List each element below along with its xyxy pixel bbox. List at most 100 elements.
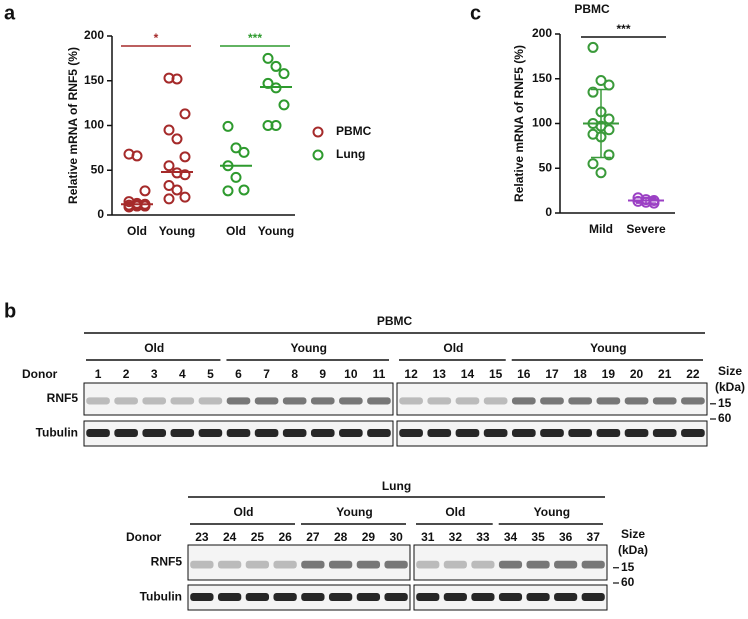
y-tick-label: 200	[84, 28, 104, 42]
panel-letter: b	[4, 300, 16, 322]
blot-band	[339, 397, 363, 405]
data-point	[230, 171, 242, 183]
row-label: Tubulin	[36, 426, 78, 440]
blot-band	[652, 429, 677, 437]
blot-band	[652, 397, 677, 405]
significance-label: *	[154, 31, 159, 45]
donor-number: 5	[207, 367, 214, 381]
blot-band	[254, 429, 279, 437]
blot-band	[273, 560, 297, 569]
data-point	[171, 184, 183, 196]
blot-band	[443, 593, 467, 601]
blot-band	[367, 397, 391, 405]
x-tick-label: Severe	[626, 222, 666, 236]
group-label: Young	[590, 341, 626, 355]
data-point	[179, 169, 191, 181]
donor-number: 13	[433, 367, 447, 381]
blot-band	[198, 397, 223, 405]
blot-band	[86, 429, 110, 437]
chart-title: PBMC	[574, 2, 610, 16]
blot-band	[681, 429, 705, 437]
x-tick-label: Young	[159, 224, 195, 238]
data-point	[278, 68, 290, 80]
data-point	[603, 113, 615, 125]
x-tick-label: Old	[127, 224, 147, 238]
donor-number: 25	[251, 530, 265, 544]
data-point	[595, 131, 607, 143]
data-point	[230, 142, 242, 154]
donor-number: 14	[461, 367, 475, 381]
data-point	[238, 146, 250, 158]
significance-label: ***	[248, 31, 262, 45]
y-tick-label: 100	[532, 116, 552, 130]
blot-band	[190, 593, 214, 601]
group-label: Old	[445, 505, 465, 519]
blot-band	[443, 560, 467, 569]
blot-band	[681, 397, 705, 405]
donor-number: 23	[195, 530, 209, 544]
y-tick-label: 150	[532, 71, 552, 85]
blot-band	[554, 593, 578, 601]
donor-number: 2	[123, 367, 130, 381]
blot-title: Lung	[382, 479, 411, 493]
donor-number: 9	[319, 367, 326, 381]
blot-band	[301, 593, 325, 601]
blot-band	[416, 560, 440, 569]
blot-band	[328, 560, 353, 569]
blot-band	[282, 429, 307, 437]
blot-band	[356, 593, 381, 601]
data-point	[171, 133, 183, 145]
blot-band	[511, 429, 536, 437]
blot-band	[455, 429, 480, 437]
data-point	[179, 191, 191, 203]
blot-band	[356, 560, 381, 569]
blot-band	[273, 593, 297, 601]
y-tick-label: 100	[84, 118, 104, 132]
donor-number: 1	[95, 367, 102, 381]
size-label: Size	[718, 364, 742, 378]
data-point	[262, 52, 274, 64]
data-point	[270, 120, 282, 131]
panel-letter: a	[4, 2, 16, 24]
blot-band	[245, 560, 270, 569]
data-point	[270, 60, 282, 72]
y-tick-label: 0	[97, 207, 104, 221]
blot-band	[310, 429, 335, 437]
donor-number: 11	[373, 367, 386, 381]
blot-band	[568, 429, 593, 437]
donor-number: 16	[517, 367, 531, 381]
donor-number: 18	[574, 367, 588, 381]
data-point	[131, 150, 143, 162]
blot-band	[498, 560, 523, 569]
group-label: Young	[336, 505, 372, 519]
blot-band	[310, 397, 335, 405]
donor-label: Donor	[22, 367, 58, 381]
blot-band	[624, 397, 649, 405]
donor-number: 3	[151, 367, 158, 381]
donor-number: 36	[559, 530, 573, 544]
x-tick-label: Mild	[589, 222, 613, 236]
data-point	[587, 41, 599, 53]
blot-band	[245, 593, 270, 601]
data-point	[595, 75, 607, 87]
donor-label: Donor	[126, 530, 162, 544]
blot-title: PBMC	[377, 314, 413, 328]
donor-number: 20	[630, 367, 644, 381]
blot-band	[198, 429, 223, 437]
blot-band	[217, 560, 242, 569]
blot-band	[526, 560, 550, 569]
blot-band	[226, 397, 251, 405]
blot-band	[624, 429, 649, 437]
donor-number: 21	[658, 367, 672, 381]
significance-label: ***	[616, 22, 630, 36]
blot-band	[170, 429, 195, 437]
blot-band	[526, 593, 550, 601]
data-point	[163, 124, 175, 136]
row-label: RNF5	[47, 391, 79, 405]
donor-number: 22	[686, 367, 700, 381]
blot-band	[86, 397, 110, 405]
row-label: RNF5	[151, 555, 183, 569]
data-point	[603, 124, 615, 136]
data-point	[587, 158, 599, 170]
blot-band	[114, 397, 138, 405]
